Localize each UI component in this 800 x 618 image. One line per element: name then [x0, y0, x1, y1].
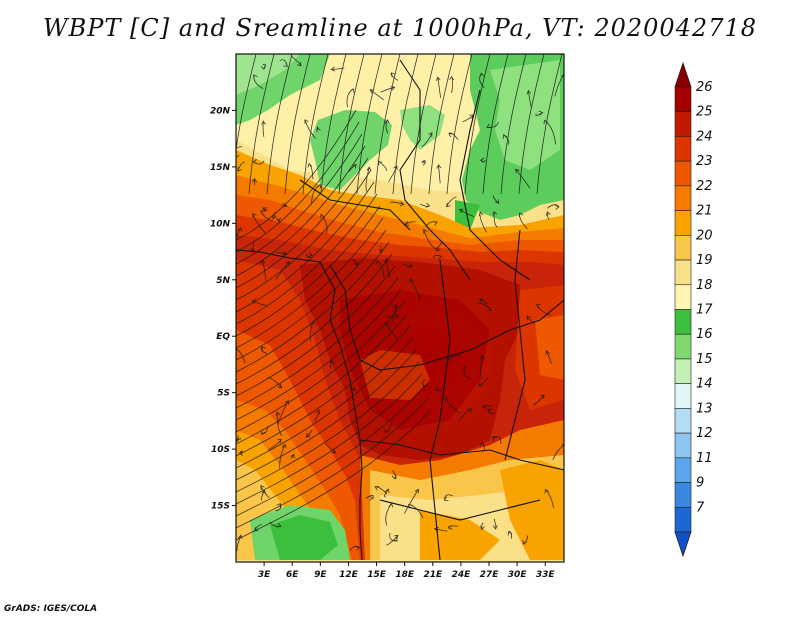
- colorbar-swatch: [674, 86, 692, 113]
- colorbar-label: 15: [696, 352, 713, 367]
- colorbar-swatch: [674, 136, 692, 162]
- colorbar-swatch: [674, 358, 692, 384]
- colorbar-swatch: [674, 432, 692, 459]
- lon-tick-label: 24E: [452, 570, 472, 580]
- coastlines: [236, 59, 564, 561]
- longitude-axis: 3E 6E 9E 12E 15E 18E 21E 24E 27E 30E 33E: [258, 562, 556, 580]
- colorbar-swatch: [674, 210, 692, 236]
- colorbar-swatch: [674, 160, 692, 187]
- colorbar-label: 21: [696, 204, 713, 219]
- colorbar-label: 7: [696, 500, 705, 515]
- lon-tick-label: 6E: [286, 570, 299, 580]
- colorbar-swatch: [674, 309, 692, 335]
- colorbar-swatch: [674, 457, 692, 483]
- colorbar-label: 16: [696, 327, 713, 342]
- plot-title: WBPT [C] and Sreamline at 1000hPa, VT: 2…: [42, 14, 758, 42]
- lon-tick-label: 21E: [423, 570, 443, 580]
- streamlines: [236, 54, 564, 552]
- colorbar-swatch: [674, 482, 692, 508]
- wbpt-field: [236, 54, 564, 562]
- lat-tick-label: 20N: [210, 106, 231, 116]
- colorbar-swatch: [674, 111, 692, 137]
- lon-tick-label: 12E: [339, 570, 359, 580]
- lat-tick-label: 15S: [211, 502, 230, 512]
- colorbar-swatch: [674, 185, 692, 211]
- colorbar-label: 17: [696, 303, 713, 318]
- colorbar-label: 9: [696, 476, 704, 491]
- lon-tick-label: 30E: [508, 570, 528, 580]
- colorbar-label: 25: [696, 105, 713, 120]
- lon-tick-label: 15E: [367, 570, 387, 580]
- colorbar-swatch: [674, 408, 692, 434]
- colorbar-label: 26: [696, 80, 713, 95]
- colorbar-label: 23: [696, 154, 713, 169]
- colorbar-swatch: [674, 506, 692, 533]
- lat-tick-label: 5S: [217, 389, 230, 399]
- lon-tick-label: 18E: [395, 570, 415, 580]
- colorbar-label: 12: [696, 426, 713, 441]
- colorbar-label: 20: [696, 228, 713, 243]
- colorbar-label: 19: [696, 253, 713, 268]
- map-frame: [235, 53, 565, 563]
- lat-tick-label: 10N: [210, 219, 231, 229]
- colorbar-swatch: [674, 259, 692, 286]
- colorbar: 26 25 24 23 22 21 20 19 18 17 16 15 14 13 12 11 9 7: [674, 61, 713, 558]
- colorbar-bottom-arrow: [674, 531, 692, 558]
- colorbar-label: 22: [696, 179, 713, 194]
- credit-text: GrADS: IGES/COLA: [4, 604, 98, 614]
- colorbar-top-arrow: [674, 61, 692, 88]
- lon-tick-label: 3E: [258, 570, 271, 580]
- lat-tick-label: 5N: [216, 276, 230, 286]
- lon-tick-label: 33E: [536, 570, 556, 580]
- lat-tick-label: 15N: [210, 163, 231, 173]
- colorbar-label: 24: [696, 129, 713, 144]
- colorbar-swatch: [674, 383, 692, 409]
- lat-tick-label: 10S: [211, 445, 230, 455]
- colorbar-label: 11: [696, 451, 713, 466]
- lon-tick-label: 27E: [480, 570, 500, 580]
- lat-tick-label: EQ: [216, 332, 230, 342]
- colorbar-label: 18: [696, 278, 713, 293]
- colorbar-swatch: [674, 333, 692, 360]
- latitude-axis: 20N 15N 10N 5N EQ 5S 10S 15S: [210, 106, 236, 512]
- colorbar-label: 14: [696, 377, 713, 392]
- colorbar-label: 13: [696, 401, 713, 416]
- colorbar-swatch: [674, 284, 692, 310]
- colorbar-swatch: [674, 235, 692, 261]
- lon-tick-label: 9E: [314, 570, 327, 580]
